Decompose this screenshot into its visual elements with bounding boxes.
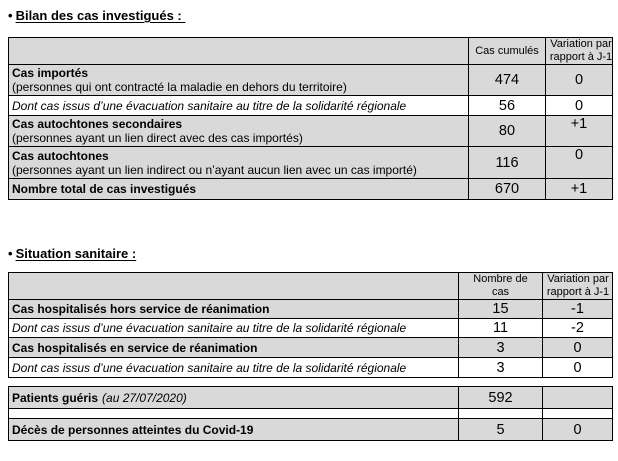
table-row-evasan: Dont cas issus d’une évacuation sanitair… (8, 95, 613, 116)
header-row: Nombre de cas Variation par rapport à J-… (8, 272, 613, 300)
bullet-marker: • (8, 8, 13, 23)
header-row: Cas cumulés Variation par rapport à J-1 (8, 37, 613, 65)
variation-cell: -1 (542, 299, 613, 319)
value-cell: 670 (468, 178, 546, 200)
table-row-cas-autochtones: Cas autochtones (personnes ayant un lien… (8, 146, 613, 179)
row-title: Cas autochtones (12, 148, 109, 163)
value-cell: 474 (468, 64, 546, 96)
row-title: Cas hospitalisés en service de réanimati… (12, 340, 258, 355)
row-label: Dont cas issus d’une évacuation sanitair… (8, 95, 469, 116)
variation-cell: +1 (545, 115, 613, 147)
variation-cell: 0 (542, 418, 613, 441)
bilan-table: Cas cumulés Variation par rapport à J-1 … (8, 37, 613, 200)
row-label: Cas importés (personnes qui ont contract… (8, 64, 469, 96)
row-label: Cas autochtones secondaires (personnes a… (8, 115, 469, 147)
table-row-cas-importes: Cas importés (personnes qui ont contract… (8, 64, 613, 96)
table-row-evasan: Dont cas issus d’une évacuation sanitair… (8, 357, 613, 378)
row-title: Cas importés (12, 66, 89, 80)
bilan-section-heading: • Bilan des cas investigués : (8, 8, 610, 24)
bilan-section-title: Bilan des cas investigués : (15, 8, 186, 23)
summary-table: Patients guéris (au 27/07/2020) 592 Décès… (8, 386, 613, 441)
row-title: Nombre total de cas investigués (12, 182, 197, 196)
table-row-hospitalises-hors-rea: Cas hospitalisés hors service de réanima… (8, 299, 613, 319)
row-title: Cas autochtones secondaires (12, 117, 183, 131)
value-cell: 116 (468, 146, 546, 179)
table-row-cas-autochtones-secondaires: Cas autochtones secondaires (personnes a… (8, 115, 613, 147)
row-label: Dont cas issus d’une évacuation sanitair… (8, 357, 459, 378)
row-subtitle: (personnes qui ont contracté la maladie … (12, 80, 347, 94)
situation-section-heading: • Situation sanitaire : (8, 246, 610, 262)
spacer-cell (458, 408, 543, 419)
variation-cell (542, 386, 613, 409)
row-italic-text: Dont cas issus d’une évacuation sanitair… (12, 321, 407, 335)
value-cell: 5 (458, 418, 543, 441)
nombre-de-cas-header: Nombre de cas (458, 272, 543, 300)
spacer-row (8, 408, 613, 419)
variation-cell: 0 (545, 146, 613, 179)
variation-cell: -2 (542, 318, 613, 338)
empty-corner-cell (8, 272, 459, 300)
empty-corner-cell (8, 37, 469, 65)
row-label: Cas hospitalisés en service de réanimati… (8, 337, 459, 358)
value-cell: 15 (458, 299, 543, 319)
table-row-evasan: Dont cas issus d’une évacuation sanitair… (8, 318, 613, 338)
row-label: Nombre total de cas investigués (8, 178, 469, 200)
row-subtitle: (personnes ayant un lien direct avec des… (12, 131, 303, 145)
spacer-cell (8, 408, 459, 419)
variation-cell: 0 (542, 337, 613, 358)
row-title: Cas hospitalisés hors service de réanima… (12, 302, 270, 316)
row-italic-text: Dont cas issus d’une évacuation sanitair… (12, 98, 407, 113)
variation-cell: 0 (545, 95, 613, 116)
document-page: • Bilan des cas investigués : Cas cumulés… (8, 8, 613, 441)
variation-cell: 0 (545, 64, 613, 96)
row-italic-text: Dont cas issus d’une évacuation sanitair… (12, 360, 407, 375)
value-cell: 3 (458, 357, 543, 378)
table-row-patients-gueris: Patients guéris (au 27/07/2020) 592 (8, 386, 613, 409)
row-subtitle: (personnes ayant un lien indirect ou n’a… (12, 162, 417, 177)
situation-section-title: Situation sanitaire : (15, 246, 137, 261)
value-cell: 592 (458, 386, 543, 409)
row-title: Patients guéris (au 27/07/2020) (12, 390, 187, 405)
row-label: Décès de personnes atteintes du Covid-19 (8, 418, 459, 441)
variation-cell: +1 (545, 178, 613, 200)
value-cell: 3 (458, 337, 543, 358)
variation-j1-header: Variation par rapport à J-1 (542, 272, 613, 300)
row-title: Décès de personnes atteintes du Covid-19 (12, 422, 254, 437)
bullet-marker: • (8, 246, 13, 261)
table-row-total: Nombre total de cas investigués 670 +1 (8, 178, 613, 200)
value-cell: 80 (468, 115, 546, 147)
row-label: Cas hospitalisés hors service de réanima… (8, 299, 459, 319)
table-row-deces: Décès de personnes atteintes du Covid-19… (8, 418, 613, 441)
situation-table: Nombre de cas Variation par rapport à J-… (8, 272, 613, 378)
variation-j1-header: Variation par rapport à J-1 (545, 37, 613, 65)
spacer-cell (542, 408, 613, 419)
row-label: Cas autochtones (personnes ayant un lien… (8, 146, 469, 179)
row-label: Patients guéris (au 27/07/2020) (8, 386, 459, 409)
row-date-note: (au 27/07/2020) (102, 390, 187, 405)
cas-cumules-header: Cas cumulés (468, 37, 546, 65)
value-cell: 56 (468, 95, 546, 116)
row-label: Dont cas issus d’une évacuation sanitair… (8, 318, 459, 338)
variation-cell: 0 (542, 357, 613, 378)
value-cell: 11 (458, 318, 543, 338)
table-row-hospitalises-rea: Cas hospitalisés en service de réanimati… (8, 337, 613, 358)
